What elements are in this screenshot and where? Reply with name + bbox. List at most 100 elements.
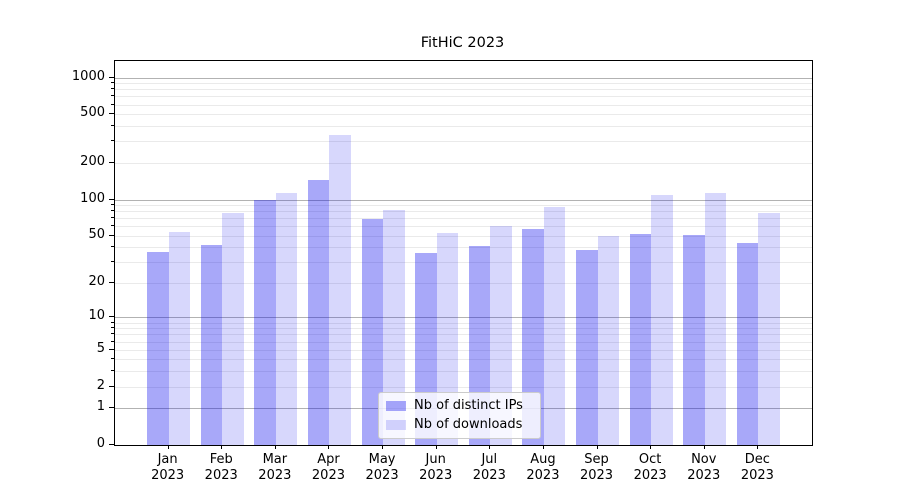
- y-minor-tick-mark: [111, 210, 114, 212]
- y-tick-label: 100: [80, 190, 105, 206]
- y-tick-mark: [109, 444, 114, 445]
- bar-distinct-ips: [254, 199, 276, 445]
- x-tick-year: 2023: [258, 467, 292, 483]
- x-tick-mark: [435, 445, 437, 449]
- y-minor-tick-mark: [111, 217, 114, 219]
- bar-distinct-ips: [629, 233, 652, 445]
- x-tick-label: May 2023: [352, 452, 412, 483]
- gridline-minor: [115, 218, 812, 220]
- x-tick-year: 2023: [472, 467, 506, 483]
- gridline-major: [115, 199, 812, 201]
- y-minor-tick-mark: [111, 348, 114, 350]
- x-tick-year: 2023: [579, 467, 614, 483]
- gridline-minor: [115, 371, 812, 373]
- x-tick-mark: [328, 445, 330, 449]
- x-tick-year: 2023: [311, 467, 345, 483]
- legend-label-distinct-ips: Nb of distinct IPs: [414, 398, 523, 413]
- y-tick-label: 1000: [71, 68, 105, 84]
- y-minor-tick-mark: [111, 321, 114, 323]
- x-tick-mark: [757, 445, 759, 449]
- x-tick-month: Oct: [638, 452, 662, 467]
- bar-distinct-ips: [308, 179, 330, 445]
- y-minor-tick-mark: [111, 385, 114, 387]
- gridline-minor: [115, 386, 812, 388]
- gridline-minor: [115, 359, 812, 361]
- legend-row-distinct-ips: Nb of distinct IPs: [386, 397, 533, 414]
- bar-downloads: [543, 207, 566, 445]
- legend-label-downloads: Nb of downloads: [414, 417, 523, 432]
- y-tick-label: 2: [96, 377, 105, 393]
- legend-row-downloads: Nb of downloads: [386, 416, 533, 433]
- x-tick-mark: [650, 445, 652, 449]
- x-tick-month: Jul: [481, 452, 498, 467]
- y-minor-tick-mark: [111, 327, 114, 329]
- legend: Nb of distinct IPs Nb of downloads: [378, 392, 541, 439]
- gridline-minor: [115, 247, 812, 249]
- y-minor-tick-mark: [111, 88, 114, 90]
- x-tick-month: Dec: [744, 452, 770, 467]
- y-tick-label: 10: [88, 308, 105, 324]
- plot-area: [114, 60, 813, 446]
- gridline-minor: [115, 114, 812, 116]
- gridline-minor: [115, 283, 812, 285]
- y-tick-mark: [109, 407, 114, 409]
- x-tick-label: Feb 2023: [191, 452, 251, 483]
- gridline-major: [115, 317, 812, 319]
- bar-downloads: [329, 135, 351, 445]
- gridline-minor: [115, 89, 812, 91]
- bar-downloads: [383, 209, 405, 445]
- bar-downloads: [704, 193, 727, 445]
- bar-distinct-ips: [200, 244, 223, 445]
- y-tick-mark: [109, 316, 114, 318]
- gridline-minor: [115, 141, 812, 143]
- y-minor-tick-mark: [111, 140, 114, 142]
- gridline-major: [115, 77, 812, 79]
- gridline-minor: [115, 226, 812, 228]
- bar-downloads: [436, 232, 459, 445]
- bar-distinct-ips: [576, 250, 598, 445]
- x-tick-month: Nov: [691, 452, 717, 467]
- bar-distinct-ips: [522, 229, 544, 445]
- y-minor-tick-mark: [111, 204, 114, 206]
- gridline-minor: [115, 162, 812, 164]
- x-tick-mark: [167, 445, 169, 449]
- x-tick-label: Sep 2023: [567, 452, 627, 483]
- chart-title: FitHiC 2023: [420, 35, 505, 51]
- x-tick-label: Jun 2023: [406, 452, 466, 483]
- bar-downloads: [168, 231, 191, 445]
- x-tick-mark: [274, 445, 276, 449]
- x-tick-label: Dec 2023: [727, 452, 787, 483]
- y-minor-tick-mark: [111, 234, 114, 236]
- gridline-minor: [115, 341, 812, 343]
- bar-downloads: [651, 194, 673, 445]
- x-tick-month: Sep: [584, 452, 609, 467]
- gridline-minor: [115, 96, 812, 98]
- y-minor-tick-mark: [111, 225, 114, 227]
- x-tick-month: Jan: [157, 452, 178, 467]
- gridline-minor: [115, 126, 812, 128]
- x-tick-label: Mar 2023: [245, 452, 305, 483]
- y-minor-tick-mark: [111, 261, 114, 263]
- x-tick-label: Apr 2023: [298, 452, 358, 483]
- y-minor-tick-mark: [111, 246, 114, 248]
- x-tick-mark: [703, 445, 705, 449]
- y-tick-label: 20: [88, 274, 105, 290]
- x-tick-month: Feb: [209, 452, 233, 467]
- legend-swatch-distinct-ips: [386, 400, 406, 411]
- y-tick-label: 5: [96, 340, 105, 356]
- legend-swatch-downloads: [386, 419, 406, 430]
- x-tick-month: Aug: [530, 452, 556, 467]
- x-tick-mark: [382, 445, 384, 449]
- y-minor-tick-mark: [111, 340, 114, 342]
- x-tick-mark: [489, 445, 491, 449]
- y-minor-tick-mark: [111, 113, 114, 115]
- y-minor-tick-mark: [111, 82, 114, 84]
- x-tick-year: 2023: [365, 467, 399, 483]
- x-tick-month: Mar: [262, 452, 288, 467]
- y-minor-tick-mark: [111, 370, 114, 372]
- y-minor-tick-mark: [111, 95, 114, 97]
- x-tick-mark: [221, 445, 223, 449]
- gridline-minor: [115, 334, 812, 336]
- y-tick-mark: [109, 76, 114, 78]
- gridline-minor: [115, 328, 812, 330]
